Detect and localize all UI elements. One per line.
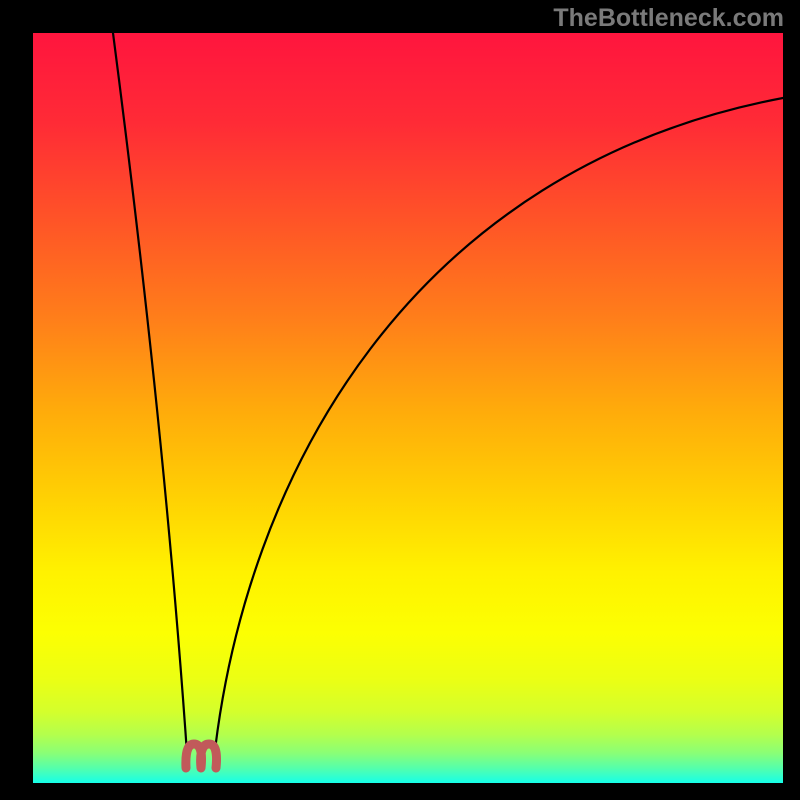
gradient-background [33,33,783,783]
chart-container: TheBottleneck.com [0,0,800,800]
plot-area [33,33,783,783]
watermark-text: TheBottleneck.com [553,4,784,33]
